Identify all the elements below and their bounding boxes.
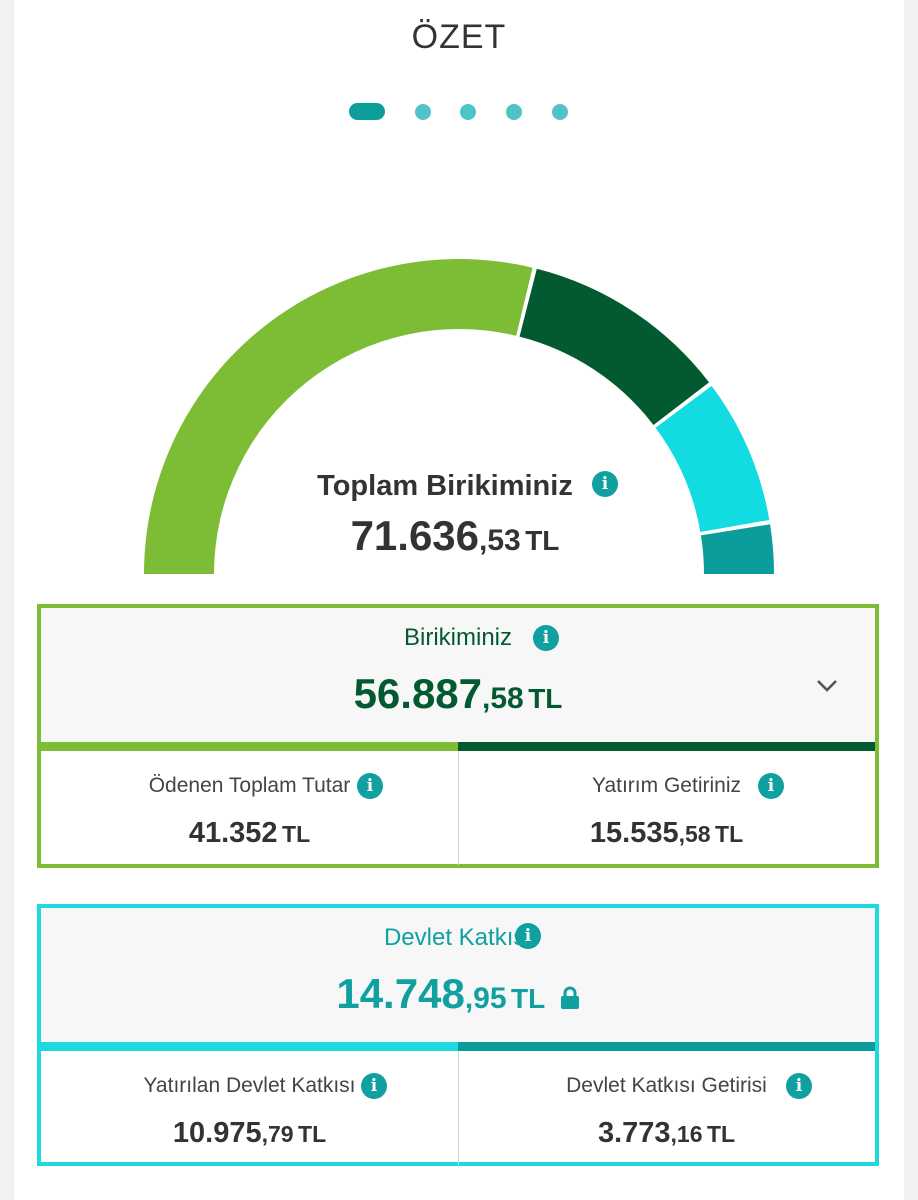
pager-dot[interactable] xyxy=(460,104,476,120)
pager-dot[interactable] xyxy=(552,104,568,120)
info-icon[interactable]: i xyxy=(592,471,618,497)
total-savings-label: Toplam Birikiminiz xyxy=(317,470,573,502)
state-contribution-value: 14.748,95 TL xyxy=(41,970,875,1018)
savings-header[interactable]: Birikiminiz i 56.887,58 TL xyxy=(41,608,875,742)
info-icon[interactable]: i xyxy=(786,1073,812,1099)
gauge-segment xyxy=(655,385,770,532)
pager-dot[interactable] xyxy=(415,104,431,120)
info-icon[interactable]: i xyxy=(515,923,541,949)
paid-bar xyxy=(41,742,458,751)
paid-total-value: 41.352 TL xyxy=(188,817,311,849)
contribution-return-bar xyxy=(458,1042,875,1051)
state-contribution-label: Devlet Katkısı xyxy=(383,924,533,951)
investment-return-label: Yatırım Getiriniz xyxy=(592,774,741,797)
divider xyxy=(458,751,459,865)
contribution-return-value: 3.773,16 TL xyxy=(597,1117,736,1149)
state-contribution-panel[interactable]: Devlet Katkısı i 14.748,95 TL Yatırılan … xyxy=(37,904,879,1166)
divider xyxy=(458,1051,459,1165)
invested-contribution-value: 10.975,79 TL xyxy=(172,1117,327,1149)
savings-gauge xyxy=(144,258,774,574)
lock-icon xyxy=(560,986,579,1009)
invested-contribution-bar xyxy=(41,1042,458,1051)
info-icon[interactable]: i xyxy=(361,1073,387,1099)
return-bar xyxy=(458,742,875,751)
pager-dot[interactable] xyxy=(506,104,522,120)
info-icon[interactable]: i xyxy=(533,625,559,651)
page-title: ÖZET xyxy=(411,18,507,56)
state-contribution-header[interactable]: Devlet Katkısı i 14.748,95 TL xyxy=(41,908,875,1042)
chevron-down-icon[interactable] xyxy=(816,678,838,694)
invested-contribution-label: Yatırılan Devlet Katkısı xyxy=(143,1074,356,1097)
savings-panel[interactable]: Birikiminiz i 56.887,58 TL Ödenen Toplam… xyxy=(37,604,879,868)
contribution-return-label: Devlet Katkısı Getirisi xyxy=(566,1074,767,1097)
info-icon[interactable]: i xyxy=(758,773,784,799)
savings-label: Birikiminiz xyxy=(404,624,512,651)
pager-dot-active[interactable] xyxy=(349,103,385,120)
total-savings-value: 71.636,53 TL xyxy=(350,512,560,559)
gauge-segment xyxy=(700,524,774,574)
gauge-segment xyxy=(519,268,710,425)
gauge-segment xyxy=(144,258,533,574)
investment-return-value: 15.535,58 TL xyxy=(589,817,744,849)
pager-dots[interactable] xyxy=(0,103,918,121)
savings-value: 56.887,58 TL xyxy=(353,670,563,717)
paid-total-label: Ödenen Toplam Tutar xyxy=(148,774,351,797)
info-icon[interactable]: i xyxy=(357,773,383,799)
